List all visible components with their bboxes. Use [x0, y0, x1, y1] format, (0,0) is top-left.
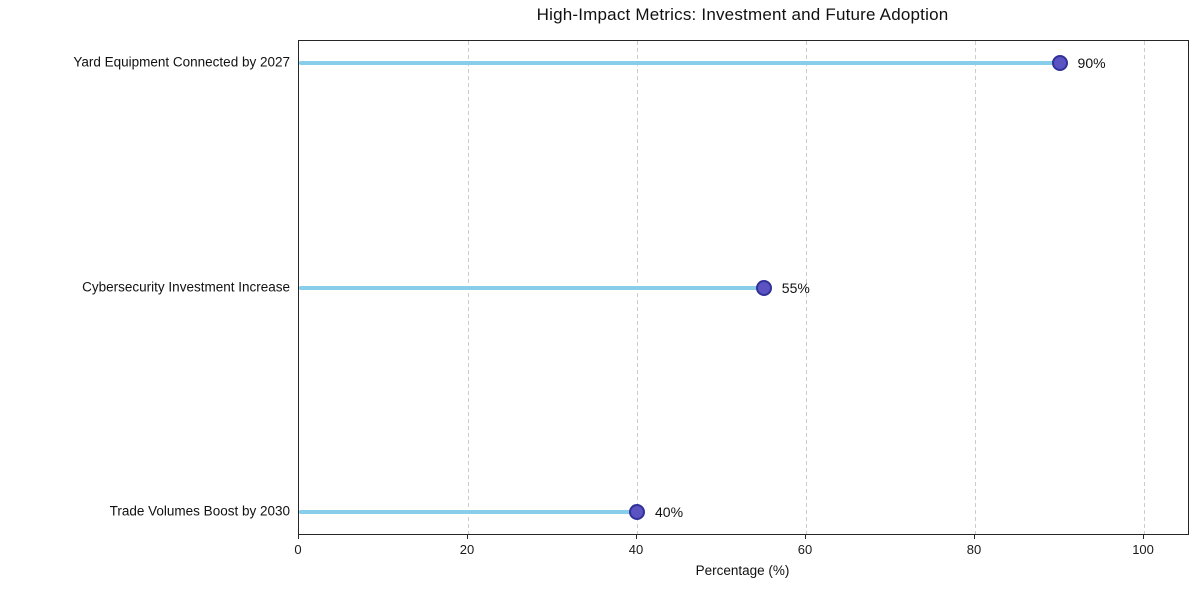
lollipop-stem — [299, 285, 764, 290]
lollipop-marker — [629, 504, 646, 521]
grid-line — [1143, 41, 1145, 534]
chart-title: High-Impact Metrics: Investment and Futu… — [536, 5, 949, 24]
lollipop-marker — [1051, 54, 1068, 71]
category-label: Yard Equipment Connected by 2027 — [73, 54, 290, 70]
x-tick-mark — [297, 534, 299, 539]
x-tick-mark — [973, 534, 975, 539]
x-tick-mark — [635, 534, 637, 539]
x-tick-label: 0 — [294, 542, 302, 557]
x-tick-label: 80 — [966, 542, 982, 557]
x-tick-label: 40 — [628, 542, 644, 557]
x-tick-mark — [1142, 534, 1144, 539]
value-label: 55% — [781, 279, 810, 296]
lollipop-stem — [299, 60, 1060, 65]
category-label: Trade Volumes Boost by 2030 — [109, 503, 290, 519]
value-label: 40% — [655, 504, 684, 521]
x-tick-label: 20 — [459, 542, 475, 557]
grid-line — [805, 41, 807, 534]
plot-area: 90% 55% 40% — [298, 40, 1189, 535]
x-tick-mark — [804, 534, 806, 539]
x-tick-label: 60 — [797, 542, 813, 557]
series-layer: 90% 55% 40% — [299, 41, 1188, 534]
lollipop-marker — [755, 279, 772, 296]
x-tick-label: 100 — [1132, 542, 1154, 557]
x-axis-label: Percentage (%) — [695, 563, 790, 578]
x-tick-mark — [466, 534, 468, 539]
lollipop-stem — [299, 510, 638, 515]
grid-line — [974, 41, 976, 534]
value-label: 90% — [1077, 54, 1106, 71]
category-label: Cybersecurity Investment Increase — [82, 279, 290, 294]
